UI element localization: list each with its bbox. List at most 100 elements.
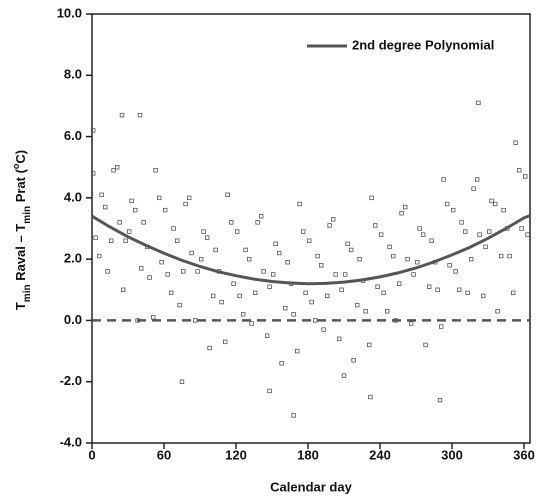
data-point	[231, 281, 236, 286]
data-point	[471, 186, 476, 191]
data-point	[243, 247, 248, 253]
data-point	[309, 299, 314, 305]
y-tick-label: -2.0	[60, 373, 82, 388]
data-point	[204, 235, 210, 240]
y-tick-label: 0.0	[64, 312, 82, 327]
y-tick-label: 2.0	[64, 251, 82, 266]
data-point	[306, 238, 312, 243]
data-point	[405, 256, 410, 262]
data-point	[198, 256, 204, 262]
data-point	[177, 302, 182, 308]
data-point	[219, 299, 224, 305]
data-point	[121, 287, 126, 292]
x-tick-label: 180	[297, 447, 319, 462]
data-point	[201, 229, 206, 234]
data-point	[441, 177, 446, 182]
data-point	[174, 238, 180, 243]
data-point	[517, 168, 522, 173]
plot-frame	[91, 13, 531, 444]
data-point	[91, 171, 96, 176]
data-point	[264, 333, 270, 338]
data-point	[258, 214, 264, 219]
data-point	[318, 263, 324, 268]
data-point	[498, 253, 504, 259]
y-label-part: min	[22, 284, 33, 302]
data-point	[93, 235, 98, 240]
data-point	[414, 260, 420, 265]
data-point	[109, 238, 114, 243]
data-point	[523, 174, 528, 179]
data-point	[207, 345, 212, 351]
data-point	[462, 229, 468, 234]
x-axis-title: Calendar day	[270, 479, 352, 494]
data-point	[117, 220, 122, 225]
data-point	[450, 207, 456, 213]
data-point	[333, 272, 338, 277]
data-point	[408, 321, 414, 326]
data-point	[315, 253, 320, 259]
data-point	[354, 302, 360, 308]
data-point	[375, 284, 380, 289]
data-point	[459, 220, 464, 225]
data-point	[294, 348, 300, 354]
data-point	[366, 342, 372, 348]
data-point	[426, 284, 432, 289]
data-point	[330, 217, 336, 222]
data-point	[368, 394, 373, 400]
y-label-part: T	[13, 302, 28, 310]
data-point	[115, 165, 120, 170]
data-point	[378, 232, 384, 237]
data-point	[510, 290, 516, 296]
data-point	[456, 287, 462, 292]
data-point	[97, 253, 102, 259]
data-point	[437, 397, 443, 403]
data-point	[240, 312, 246, 317]
data-point	[285, 260, 290, 265]
data-point	[171, 226, 176, 231]
data-point	[483, 244, 488, 250]
data-point	[351, 358, 356, 363]
data-point	[249, 321, 254, 326]
data-point	[372, 223, 378, 228]
data-point	[127, 229, 132, 234]
data-point	[138, 266, 144, 271]
data-point	[336, 336, 342, 342]
data-point	[465, 290, 470, 296]
y-label-part: C)	[13, 150, 28, 164]
data-point	[435, 287, 440, 292]
data-point	[363, 309, 368, 314]
data-point	[261, 269, 266, 274]
y-label-part: Raval – T	[13, 224, 28, 285]
data-point	[327, 223, 332, 228]
data-point	[156, 195, 162, 201]
y-axis-title: Tmin Raval – Tmin Prat (oC)	[11, 150, 33, 310]
data-point	[341, 373, 347, 378]
y-label-part: Prat (	[13, 168, 28, 206]
data-point	[513, 140, 518, 145]
data-point	[246, 256, 252, 262]
data-point	[252, 290, 258, 296]
data-point	[234, 229, 240, 234]
data-point	[135, 318, 140, 323]
data-point	[267, 388, 272, 394]
data-point	[183, 201, 188, 207]
data-point	[477, 232, 482, 237]
data-point	[165, 272, 170, 277]
y-label-part: min	[22, 206, 33, 224]
data-point	[447, 263, 452, 268]
data-point	[132, 207, 138, 213]
data-point	[396, 281, 402, 286]
y-tick-label: 6.0	[64, 128, 82, 143]
y-tick-label: -4.0	[60, 434, 82, 449]
data-point	[420, 232, 426, 237]
data-point	[282, 305, 288, 311]
data-point	[393, 318, 398, 323]
data-point	[402, 204, 408, 210]
data-point	[291, 312, 296, 317]
data-point	[99, 192, 104, 197]
data-point	[195, 269, 200, 274]
data-point	[179, 379, 185, 384]
data-point	[381, 290, 386, 296]
data-point	[438, 324, 444, 329]
data-point	[297, 201, 302, 207]
